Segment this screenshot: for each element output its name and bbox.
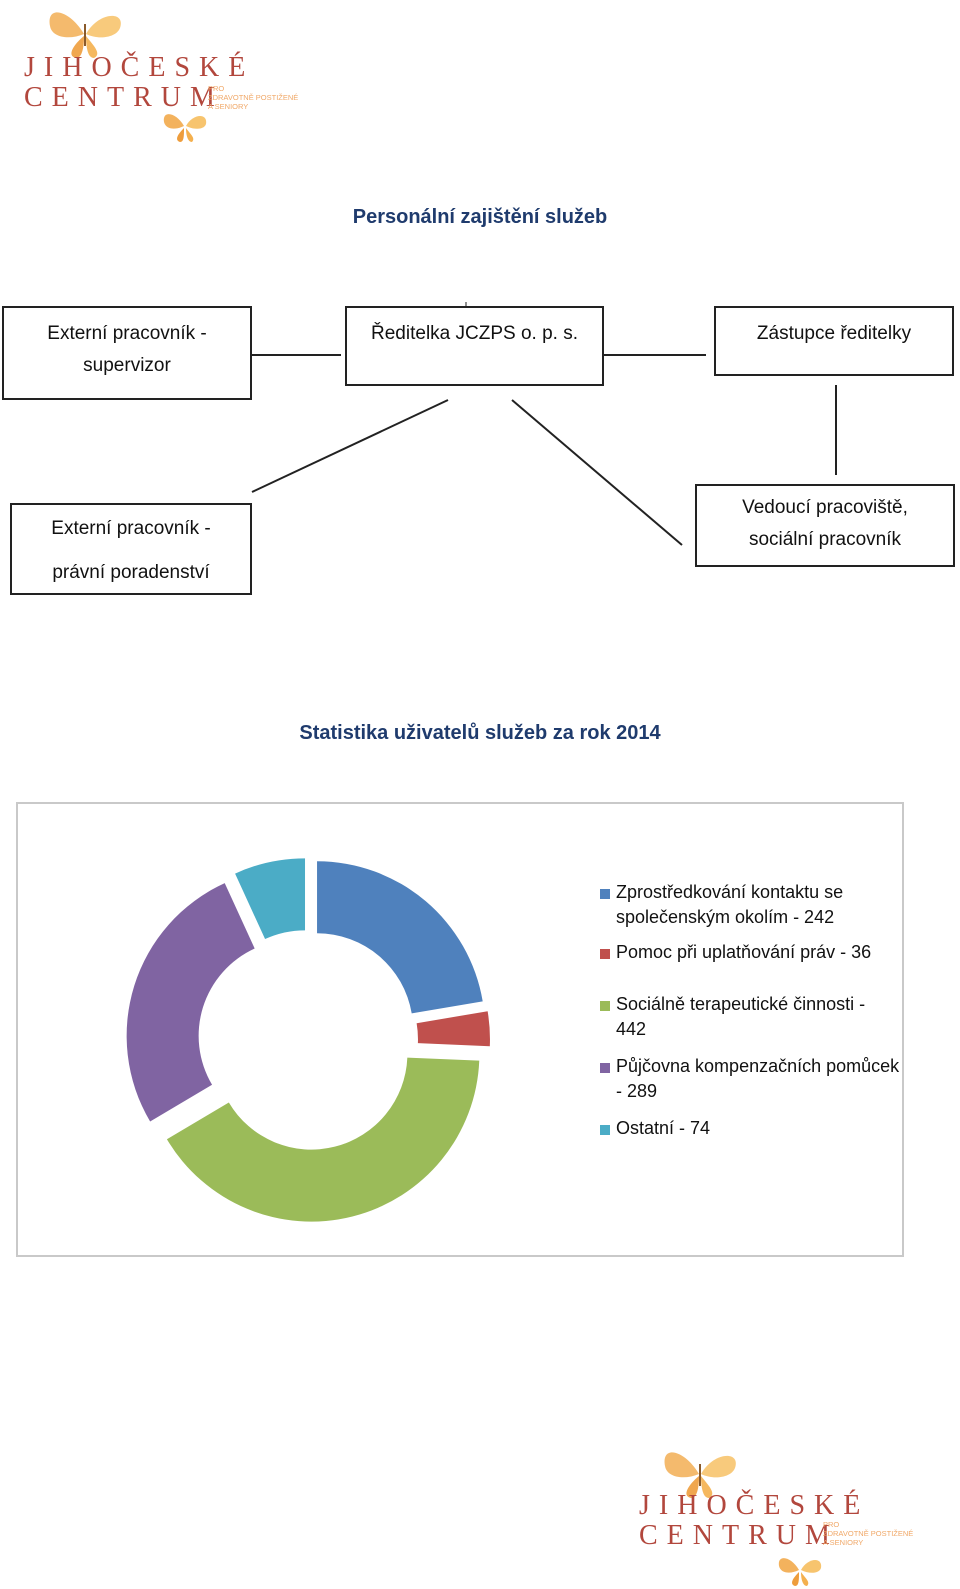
logo-word-jihoceske: JIHOČESKÉ bbox=[24, 52, 255, 83]
logo-tagline: PRO ZDRAVOTNĚ POSTIŽENÉ A SENIORY bbox=[823, 1520, 914, 1547]
legend-item-2: Sociálně terapeutické činnosti - 442 bbox=[600, 992, 900, 1042]
butterfly-small-icon bbox=[163, 114, 207, 142]
logo-bottom: JIHOČESKÉ CENTRUM PRO ZDRAVOTNĚ POSTIŽEN… bbox=[625, 1440, 955, 1589]
donut-slice-2 bbox=[166, 1057, 480, 1222]
legend-label-3: Půjčovna kompenzačních pomůcek - 289 bbox=[616, 1056, 900, 1101]
donut-slice-4 bbox=[235, 858, 306, 940]
logo-word-jihoceske: JIHOČESKÉ bbox=[639, 1490, 870, 1521]
legend-swatch-3 bbox=[600, 1063, 610, 1073]
box-deputy: Zástupce ředitelky bbox=[714, 306, 954, 376]
legend-item-1: Pomoc při uplatňování práv - 36 bbox=[600, 940, 900, 965]
butterfly-icon bbox=[49, 12, 121, 58]
donut-slice-0 bbox=[317, 861, 483, 1014]
box-legal: Externí pracovník - právní poradenství bbox=[10, 503, 252, 595]
legend-swatch-2 bbox=[600, 1001, 610, 1011]
donut-slice-3 bbox=[126, 883, 255, 1122]
butterfly-small-icon bbox=[778, 1558, 822, 1586]
legend-label-4: Ostatní - 74 bbox=[616, 1118, 711, 1138]
legend-label-2: Sociálně terapeutické činnosti - 442 bbox=[616, 994, 866, 1039]
legend-label-1: Pomoc při uplatňování práv - 36 bbox=[616, 942, 872, 962]
box-director: Ředitelka JCZPS o. p. s. bbox=[345, 306, 604, 386]
legend-swatch-0 bbox=[600, 889, 610, 899]
personnel-heading: Personální zajištění služeb bbox=[352, 206, 608, 228]
box-supervisor: Externí pracovník - supervizor bbox=[2, 306, 252, 400]
statistics-heading: Statistika uživatelů služeb za rok 2014 bbox=[299, 722, 661, 744]
donut-chart bbox=[126, 858, 490, 1222]
legend-item-3: Půjčovna kompenzačních pomůcek - 289 bbox=[600, 1054, 900, 1104]
logo-tagline: PRO ZDRAVOTNĚ POSTIŽENÉ A SENIORY bbox=[208, 84, 299, 111]
legend-item-4: Ostatní - 74 bbox=[600, 1116, 900, 1141]
logo-word-centrum: CENTRUM bbox=[24, 82, 224, 113]
legend-swatch-4 bbox=[600, 1125, 610, 1135]
legend-item-0: Zprostředkování kontaktu se společenským… bbox=[600, 880, 900, 930]
butterfly-icon bbox=[664, 1452, 736, 1498]
box-manager: Vedoucí pracoviště, sociální pracovník bbox=[695, 484, 955, 567]
donut-slice-1 bbox=[416, 1011, 490, 1047]
logo-word-centrum: CENTRUM bbox=[639, 1520, 839, 1551]
legend-label-0: Zprostředkování kontaktu se společenským… bbox=[616, 882, 844, 927]
logo-top: JIHOČESKÉ CENTRUM PRO ZDRAVOTNĚ POSTIŽEN… bbox=[10, 0, 330, 150]
org-chart-connectors bbox=[250, 302, 837, 546]
legend-swatch-1 bbox=[600, 949, 610, 959]
